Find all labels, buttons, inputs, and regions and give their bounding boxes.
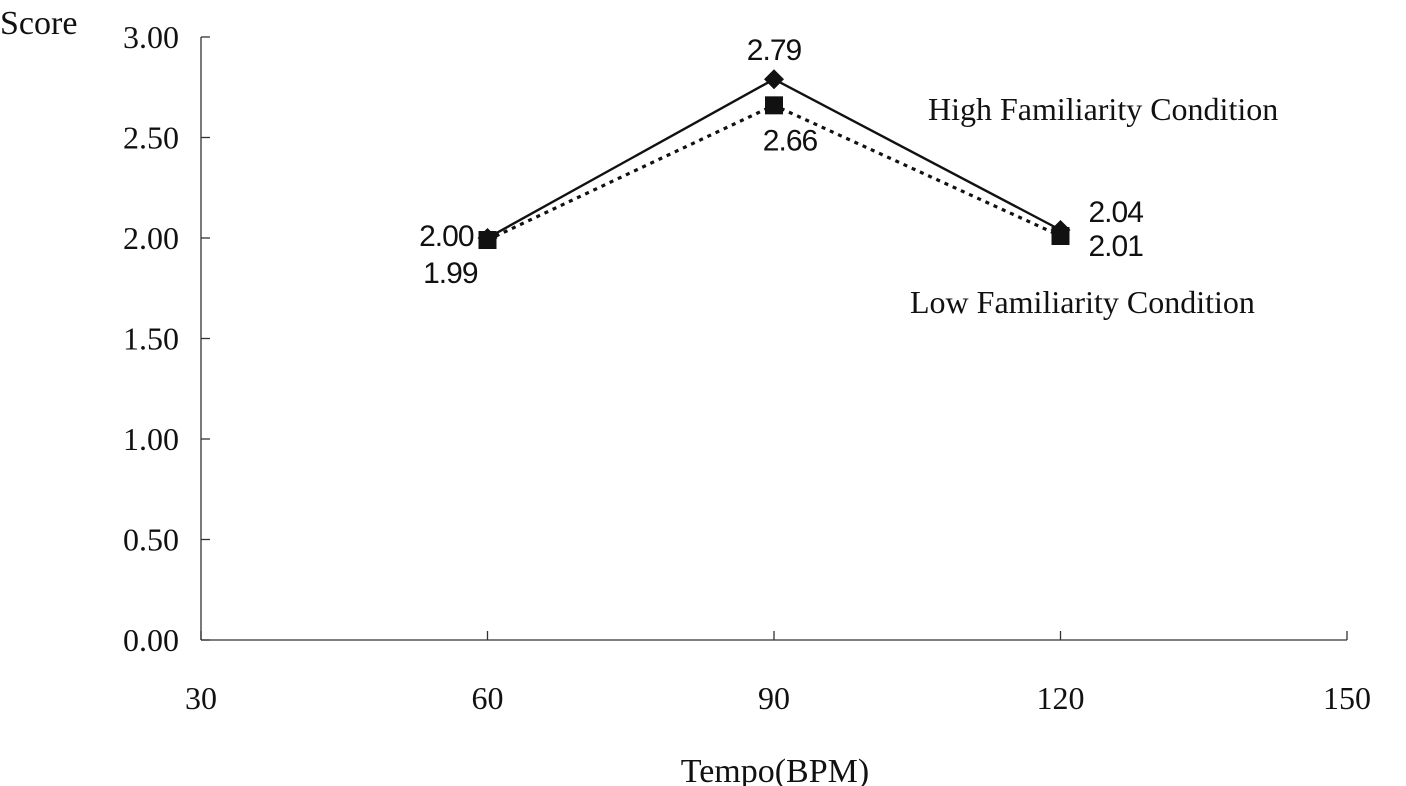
data-label-low-familiarity: 1.99 <box>423 257 478 290</box>
x-tick-label: 120 <box>1037 680 1085 716</box>
legend-label-low-familiarity: Low Familiarity Condition <box>910 284 1255 320</box>
legend-label-high-familiarity: High Familiarity Condition <box>928 91 1278 127</box>
data-label-high-familiarity: 2.04 <box>1089 196 1144 229</box>
axes: 0.00 0.50 1.00 1.50 2.00 2.50 3.00 30 60 90 120 150 <box>123 19 1371 716</box>
data-label-high-familiarity: 2.79 <box>747 34 802 67</box>
y-tick-label: 1.50 <box>123 321 179 357</box>
y-tick-label: 0.50 <box>123 522 179 558</box>
data-point-low-familiarity <box>1051 226 1070 245</box>
label-layer: 2.00 2.79 2.04 1.99 2.66 2.01 <box>419 34 1144 290</box>
y-tick-label: 3.00 <box>123 19 179 55</box>
y-tick-label: 1.00 <box>123 421 179 457</box>
y-tick-label: 0.00 <box>123 622 179 658</box>
data-point-high-familiarity <box>764 69 784 90</box>
y-axis-title: Score <box>0 5 77 42</box>
y-tick-label: 2.50 <box>123 120 179 156</box>
data-point-low-familiarity <box>765 96 783 115</box>
x-axis-title: Tempo(BPM) <box>681 753 869 786</box>
x-tick-label: 60 <box>472 680 504 716</box>
x-tick-label: 30 <box>185 680 217 716</box>
x-tick-label: 150 <box>1323 680 1371 716</box>
x-tick-label: 90 <box>758 680 790 716</box>
data-label-low-familiarity: 2.01 <box>1089 230 1144 263</box>
data-label-high-familiarity: 2.00 <box>419 220 474 253</box>
data-point-low-familiarity <box>478 231 497 250</box>
y-tick-label: 2.00 <box>123 220 179 256</box>
series-layer <box>477 69 1071 250</box>
data-label-low-familiarity: 2.66 <box>763 124 818 157</box>
